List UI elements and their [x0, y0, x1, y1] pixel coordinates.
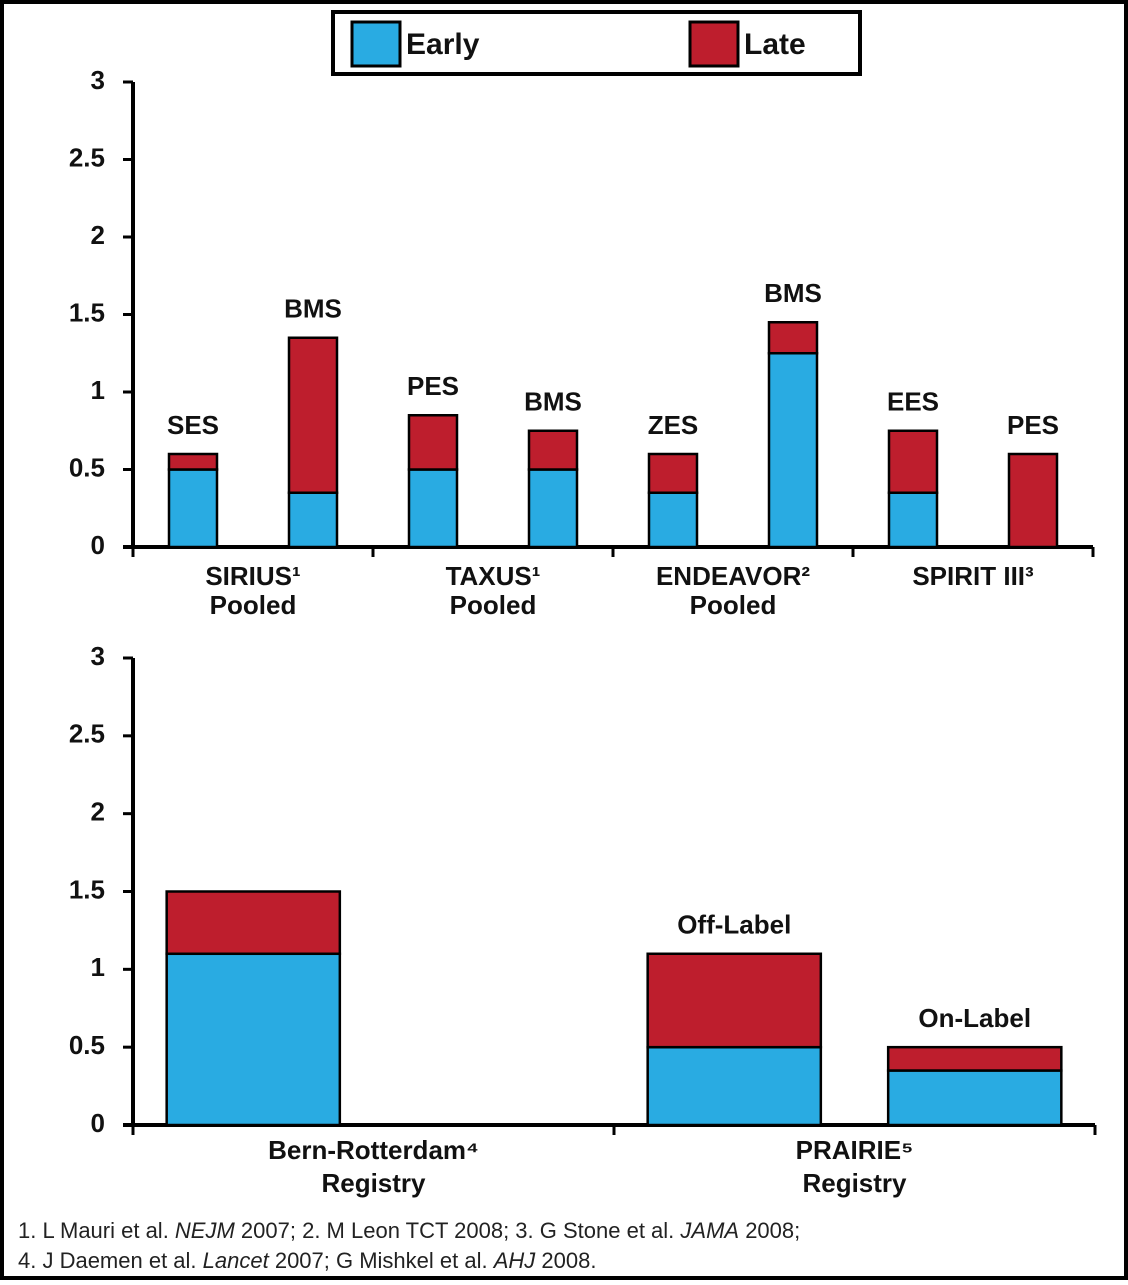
- y-tick-label: 1.5: [69, 297, 105, 327]
- bar-segment: [287, 336, 339, 494]
- bar-label: EES: [887, 387, 939, 417]
- y-tick-label: 0.5: [69, 1030, 105, 1060]
- y-tick-label: 2.5: [69, 142, 105, 172]
- group-label: TAXUS¹: [446, 561, 541, 591]
- bar-segment: [647, 491, 699, 549]
- bar-label: PES: [407, 371, 459, 401]
- y-tick-label: 1.5: [69, 874, 105, 904]
- legend-label: Late: [744, 28, 806, 61]
- footnote-part: 2008;: [739, 1218, 800, 1243]
- group-label: ENDEAVOR²: [656, 561, 810, 591]
- group-label: Pooled: [450, 590, 537, 620]
- y-tick-label: 1: [91, 375, 105, 405]
- bar-label: BMS: [524, 387, 582, 417]
- bar-segment: [886, 1045, 1063, 1072]
- bar-segment: [646, 952, 823, 1049]
- bar-label: Off-Label: [677, 910, 791, 940]
- bar-label: PES: [1007, 410, 1059, 440]
- bar-segment: [887, 429, 939, 494]
- bar-segment: [165, 952, 342, 1127]
- bar-label: SES: [167, 410, 219, 440]
- bar-segment: [407, 468, 459, 549]
- y-tick-label: 3: [91, 641, 105, 671]
- footnote-part: Lancet: [203, 1248, 270, 1273]
- bar-segment: [287, 491, 339, 549]
- bar-segment: [527, 429, 579, 471]
- group-label: Registry: [802, 1168, 907, 1198]
- bar-segment: [767, 321, 819, 355]
- footnote-part: 4. J Daemen et al.: [18, 1248, 203, 1273]
- legend-swatch: [350, 20, 402, 68]
- bar-segment: [407, 414, 459, 471]
- group-label: SPIRIT III³: [912, 561, 1034, 591]
- footnote-part: 1. L Mauri et al.: [18, 1218, 175, 1243]
- bar-segment: [527, 468, 579, 549]
- bar-label: On-Label: [918, 1003, 1031, 1033]
- legend-box: [331, 10, 862, 76]
- bar-segment: [647, 452, 699, 494]
- y-tick-label: 2.5: [69, 719, 105, 749]
- footnote-part: AHJ: [492, 1248, 537, 1273]
- legend-swatch: [688, 20, 740, 68]
- footnote-part: JAMA: [679, 1218, 739, 1243]
- bar-label: BMS: [764, 278, 822, 308]
- footnote: 4. J Daemen et al. Lancet 2007; G Mishke…: [18, 1248, 596, 1273]
- group-label: Pooled: [690, 590, 777, 620]
- bar-segment: [167, 452, 219, 471]
- y-tick-label: 0: [91, 1108, 105, 1138]
- legend-label: Early: [406, 28, 480, 61]
- footnote: 1. L Mauri et al. NEJM 2007; 2. M Leon T…: [18, 1218, 800, 1243]
- group-label: Bern-Rotterdam⁴: [268, 1135, 479, 1165]
- footnote-part: 2007; 2. M Leon TCT 2008; 3. G Stone et …: [235, 1218, 681, 1243]
- y-tick-label: 0.5: [69, 452, 105, 482]
- bar-label: ZES: [648, 410, 699, 440]
- group-label: SIRIUS¹: [205, 561, 300, 591]
- y-tick-label: 1: [91, 952, 105, 982]
- bar-segment: [1007, 452, 1059, 549]
- footnote-part: 2008.: [535, 1248, 596, 1273]
- y-tick-label: 2: [91, 220, 105, 250]
- bar-segment: [767, 352, 819, 549]
- group-label: Registry: [321, 1168, 426, 1198]
- y-tick-label: 3: [91, 65, 105, 95]
- bar-segment: [646, 1045, 823, 1127]
- footnote-part: NEJM: [175, 1218, 236, 1243]
- bar-segment: [886, 1069, 1063, 1127]
- bar-segment: [165, 890, 342, 956]
- y-tick-label: 2: [91, 797, 105, 827]
- y-tick-label: 0: [91, 530, 105, 560]
- bar-segment: [887, 491, 939, 549]
- footnote-part: 2007; G Mishkel et al.: [269, 1248, 494, 1273]
- group-label: Pooled: [210, 590, 297, 620]
- bar-label: BMS: [284, 294, 342, 324]
- group-label: PRAIRIE⁵: [796, 1135, 914, 1165]
- bar-segment: [167, 468, 219, 549]
